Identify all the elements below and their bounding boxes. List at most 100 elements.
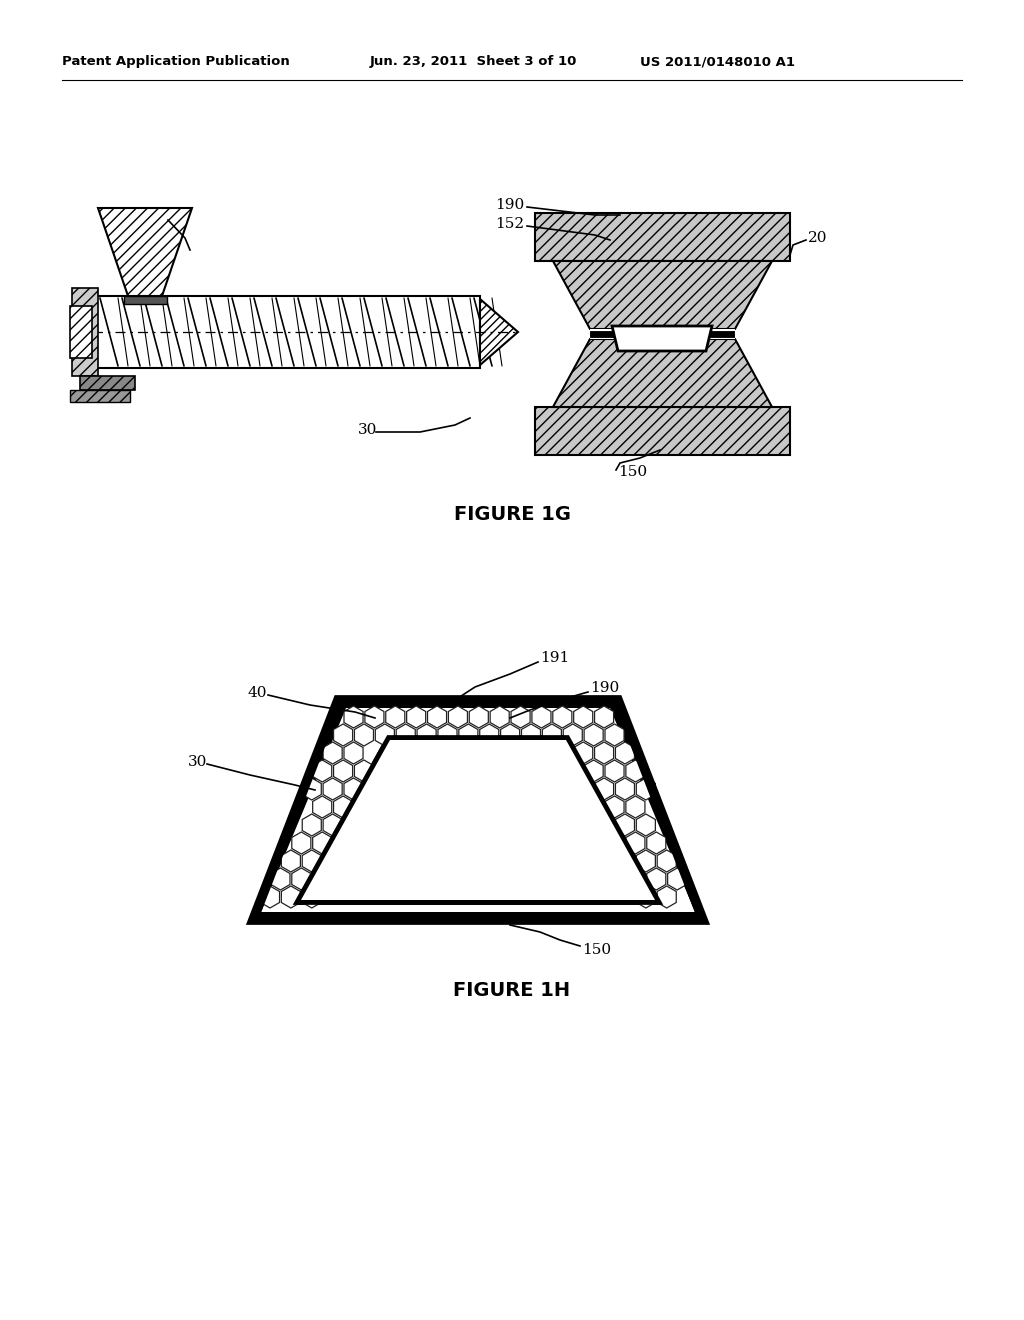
Text: 191: 191 [540, 651, 569, 665]
Polygon shape [261, 708, 695, 912]
Polygon shape [584, 723, 603, 746]
Polygon shape [292, 869, 311, 890]
Text: 150: 150 [582, 942, 611, 957]
Polygon shape [573, 742, 593, 764]
Polygon shape [592, 333, 732, 335]
Polygon shape [344, 777, 364, 800]
Polygon shape [553, 706, 571, 729]
Text: 10: 10 [148, 211, 168, 224]
Polygon shape [302, 886, 322, 908]
Polygon shape [396, 723, 416, 746]
Polygon shape [312, 760, 332, 781]
Polygon shape [334, 723, 352, 746]
Polygon shape [636, 886, 655, 908]
Polygon shape [595, 706, 613, 729]
Polygon shape [312, 796, 332, 818]
Polygon shape [344, 706, 364, 729]
Polygon shape [590, 329, 735, 339]
Polygon shape [668, 869, 687, 890]
Polygon shape [449, 706, 467, 729]
Polygon shape [312, 869, 332, 890]
Text: 20: 20 [808, 231, 827, 246]
Polygon shape [312, 832, 332, 854]
Polygon shape [302, 814, 322, 836]
Bar [535, 213, 790, 261]
Bar [124, 296, 167, 304]
Polygon shape [615, 777, 635, 800]
Bar [70, 389, 130, 403]
Polygon shape [301, 741, 655, 900]
Polygon shape [344, 742, 364, 764]
Polygon shape [553, 261, 772, 329]
Text: US 2011/0148010 A1: US 2011/0148010 A1 [640, 55, 795, 69]
Polygon shape [626, 832, 645, 854]
Text: 150: 150 [618, 465, 647, 479]
Polygon shape [260, 886, 280, 908]
Polygon shape [605, 723, 624, 746]
Polygon shape [386, 706, 404, 729]
Polygon shape [354, 760, 374, 781]
Polygon shape [253, 700, 703, 920]
Polygon shape [469, 706, 488, 729]
Polygon shape [490, 706, 509, 729]
Polygon shape [72, 288, 98, 376]
Bar [70, 306, 92, 358]
Polygon shape [271, 869, 290, 890]
Text: 190: 190 [590, 681, 620, 696]
Polygon shape [636, 850, 655, 873]
Polygon shape [282, 850, 300, 873]
Polygon shape [615, 742, 635, 764]
Polygon shape [563, 723, 583, 746]
Polygon shape [647, 832, 666, 854]
Polygon shape [479, 723, 499, 746]
Text: FIGURE 1H: FIGURE 1H [454, 981, 570, 999]
Bar [535, 213, 790, 261]
Polygon shape [301, 741, 655, 900]
Polygon shape [573, 706, 593, 729]
Polygon shape [605, 796, 624, 818]
Polygon shape [626, 760, 645, 781]
Polygon shape [334, 760, 352, 781]
Polygon shape [427, 706, 446, 729]
Polygon shape [511, 706, 530, 729]
Polygon shape [302, 777, 322, 800]
Bar [92, 298, 478, 366]
Polygon shape [636, 814, 655, 836]
Polygon shape [626, 869, 645, 890]
Polygon shape [595, 777, 613, 800]
Bar [535, 407, 790, 455]
Text: FIGURE 1G: FIGURE 1G [454, 506, 570, 524]
Polygon shape [647, 869, 666, 890]
Polygon shape [657, 850, 676, 873]
Bar [535, 407, 790, 455]
Text: 30: 30 [188, 755, 208, 770]
Bar [80, 376, 135, 389]
Bar [90, 296, 480, 368]
Polygon shape [282, 886, 300, 908]
Polygon shape [521, 723, 541, 746]
Text: 190: 190 [495, 198, 524, 213]
Polygon shape [636, 777, 655, 800]
Text: 152: 152 [495, 216, 524, 231]
Polygon shape [480, 300, 518, 366]
Polygon shape [657, 886, 676, 908]
Polygon shape [365, 706, 384, 729]
Bar [80, 376, 135, 389]
Polygon shape [595, 742, 613, 764]
Bar [70, 389, 130, 403]
Text: Jun. 23, 2011  Sheet 3 of 10: Jun. 23, 2011 Sheet 3 of 10 [370, 55, 578, 69]
Bar [70, 306, 92, 358]
Polygon shape [438, 723, 457, 746]
Polygon shape [543, 723, 561, 746]
Polygon shape [605, 760, 624, 781]
Polygon shape [553, 339, 772, 407]
Polygon shape [334, 796, 352, 818]
Polygon shape [531, 706, 551, 729]
Polygon shape [407, 706, 426, 729]
Polygon shape [324, 742, 342, 764]
Polygon shape [584, 760, 603, 781]
Polygon shape [615, 814, 635, 836]
Polygon shape [292, 832, 311, 854]
Polygon shape [501, 723, 519, 746]
Polygon shape [98, 209, 193, 296]
